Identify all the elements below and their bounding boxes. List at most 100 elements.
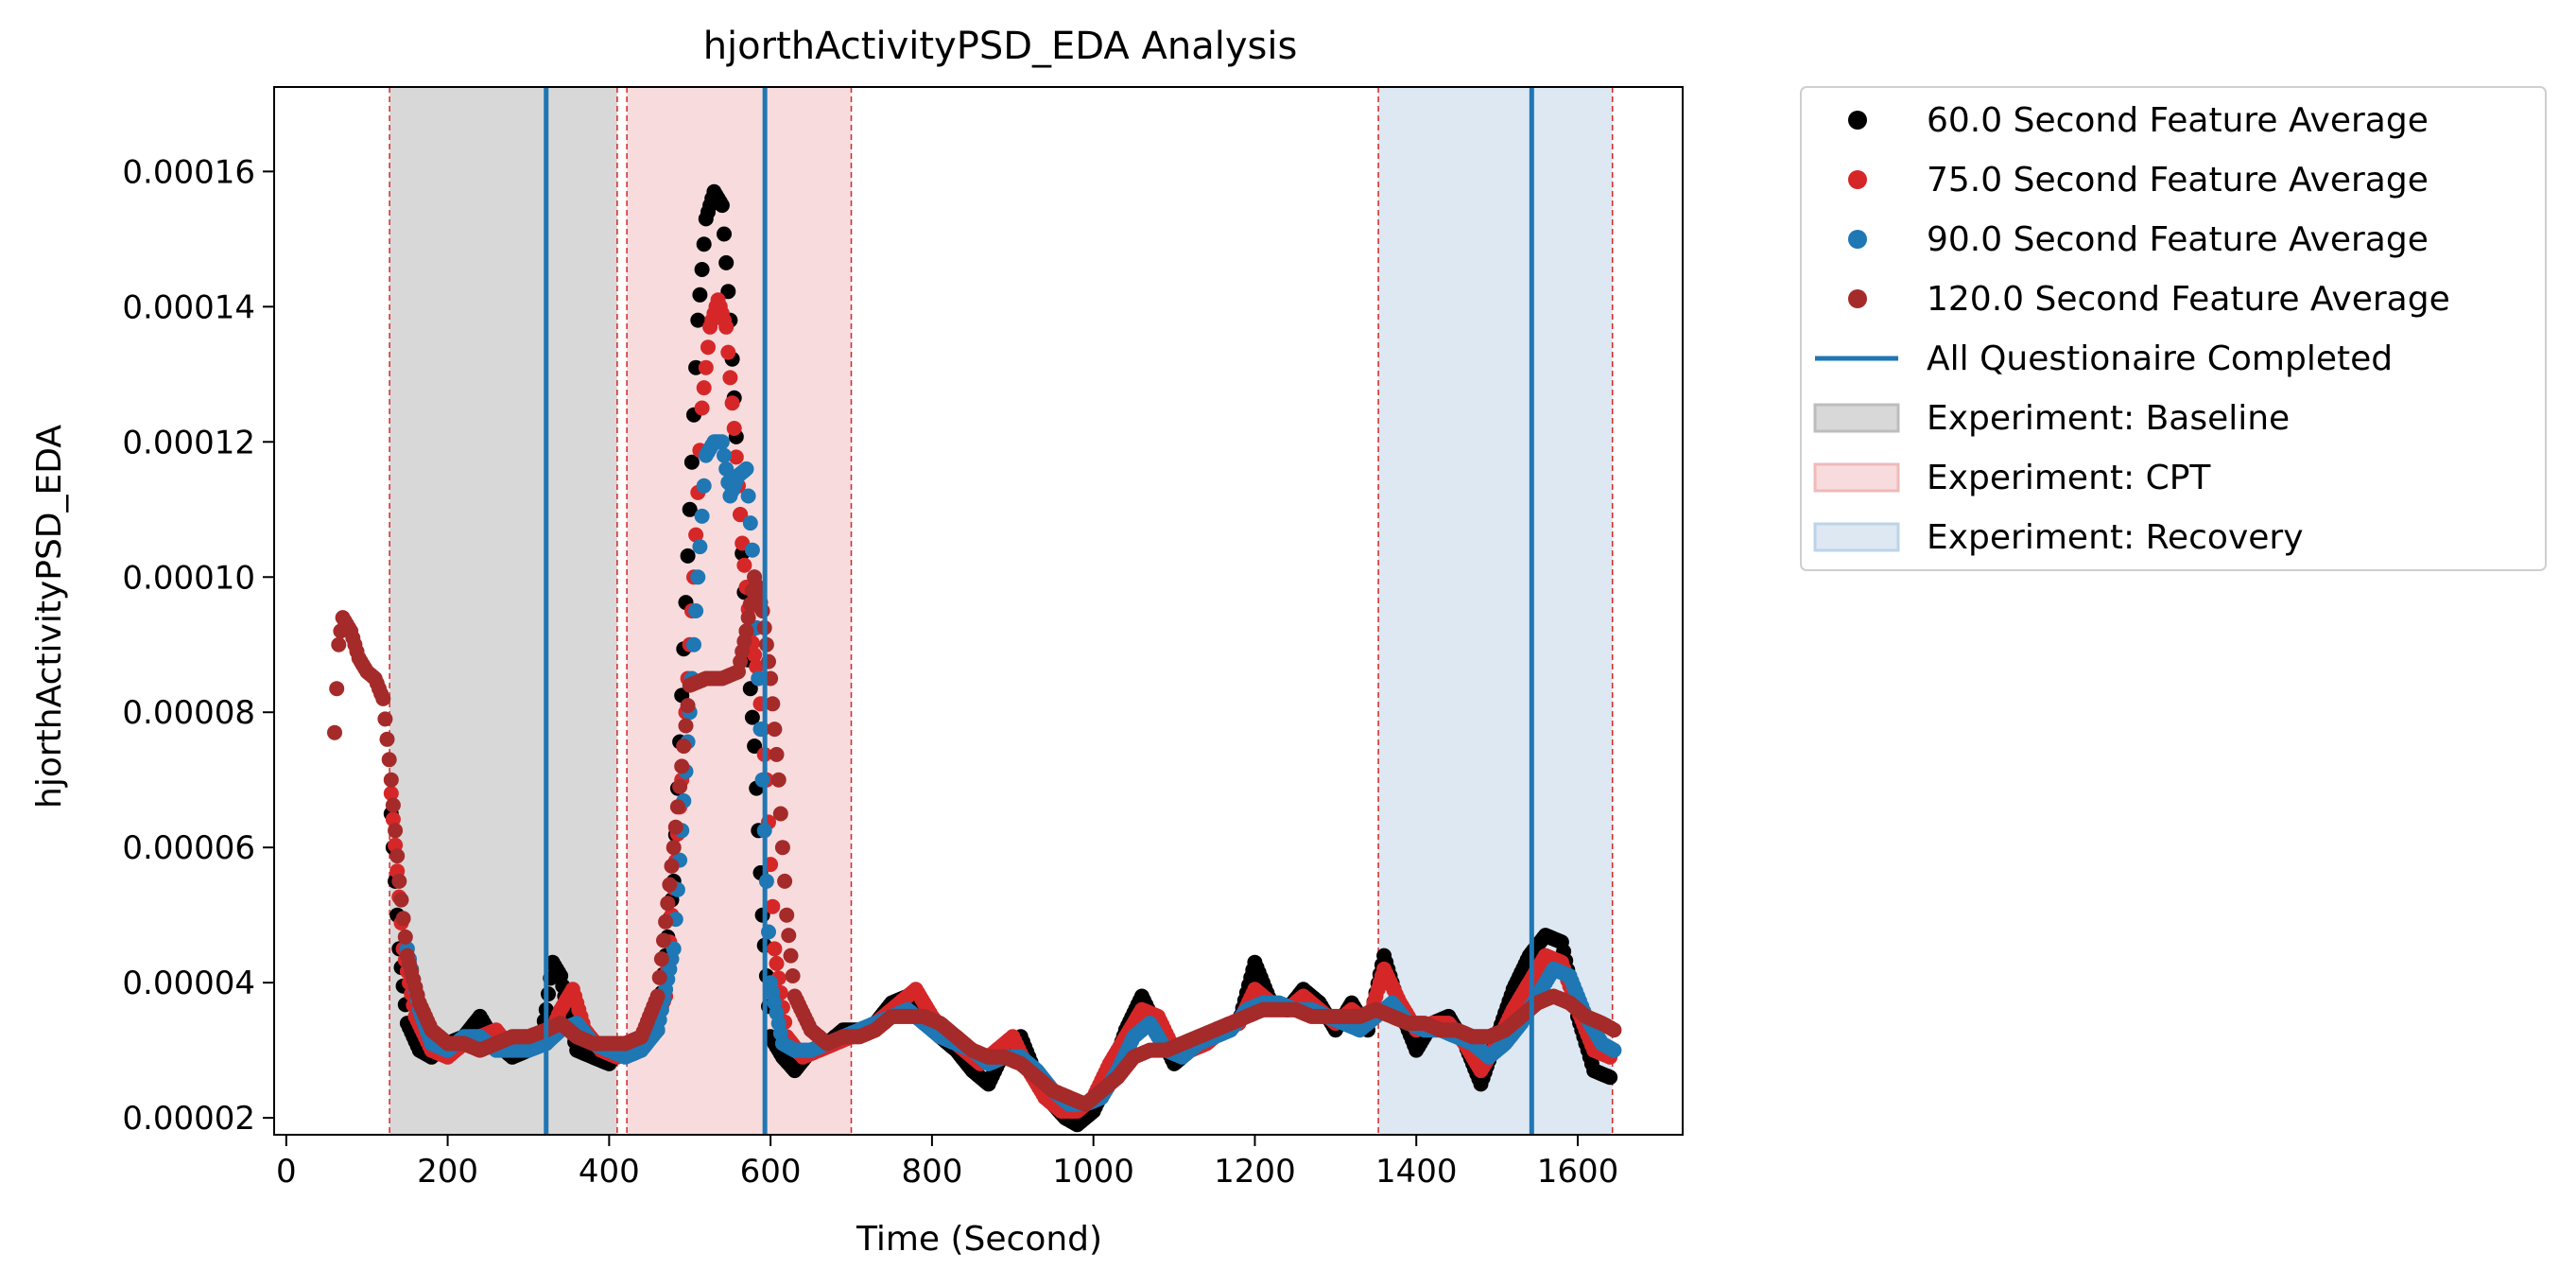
data-point — [329, 681, 345, 697]
data-point — [742, 515, 758, 531]
data-point — [783, 948, 799, 964]
data-point — [747, 647, 763, 663]
data-point — [656, 932, 671, 948]
legend-label: 75.0 Second Feature Average — [1927, 161, 2429, 200]
data-point — [666, 941, 682, 957]
data-point — [667, 819, 683, 835]
data-point — [653, 951, 669, 967]
data-point — [772, 806, 788, 822]
legend-patch — [1813, 522, 1900, 552]
data-point — [769, 746, 785, 762]
data-point — [658, 913, 674, 930]
data-point — [696, 380, 712, 396]
data-point — [331, 636, 347, 652]
legend-box — [1800, 86, 2547, 571]
data-point — [770, 772, 787, 788]
data-point — [779, 907, 795, 923]
data-point — [676, 739, 692, 754]
data-point — [733, 507, 749, 523]
data-point — [1606, 1022, 1622, 1038]
data-point — [678, 718, 694, 734]
legend-item-120-0-second-feature-average: 120.0 Second Feature Average — [1848, 280, 2450, 319]
legend-label: Experiment: Baseline — [1927, 399, 2290, 438]
data-point — [669, 799, 685, 815]
region-experiment-baseline — [389, 87, 617, 1135]
y-tick-label: 0.00012 — [122, 424, 255, 461]
data-point — [397, 929, 413, 945]
legend-item-all-questionaire-completed: All Questionaire Completed — [1815, 339, 2393, 378]
x-tick-label: 600 — [740, 1153, 802, 1191]
data-point — [1606, 1042, 1622, 1058]
x-tick-label: 0 — [276, 1153, 297, 1191]
data-point — [664, 858, 680, 874]
data-point — [649, 988, 666, 1004]
series-120-0-second-feature-average — [327, 569, 1622, 1112]
data-point — [389, 848, 406, 864]
data-point — [660, 896, 676, 912]
y-tick-label: 0.00016 — [122, 153, 255, 191]
data-point — [683, 454, 700, 470]
data-point — [662, 877, 678, 893]
chart-title: hjorthActivityPSD_EDA Analysis — [703, 25, 1298, 68]
data-point — [765, 696, 781, 712]
data-point — [385, 797, 401, 813]
y-axis-ticks: 0.00002 0.00004 0.00006 0.00008 0.00010 0.000… — [122, 153, 274, 1138]
data-point — [754, 603, 770, 618]
data-point — [767, 722, 783, 738]
data-point — [740, 610, 756, 626]
data-point — [720, 344, 736, 360]
data-point — [375, 690, 391, 706]
data-point — [383, 786, 399, 801]
data-point — [726, 421, 742, 436]
data-point — [692, 539, 708, 555]
data-point — [385, 811, 401, 827]
data-point — [688, 603, 704, 618]
data-point — [391, 873, 407, 889]
x-tick-label: 1200 — [1214, 1153, 1296, 1191]
data-point — [744, 542, 760, 558]
data-point — [690, 312, 706, 328]
data-point — [696, 478, 712, 494]
data-point — [736, 557, 752, 573]
data-point — [765, 898, 781, 914]
legend-item-90-0-second-feature-average: 90.0 Second Feature Average — [1848, 220, 2429, 259]
x-tick-label: 200 — [417, 1153, 478, 1191]
y-tick-label: 0.00014 — [122, 288, 255, 326]
x-tick-label: 1400 — [1375, 1153, 1458, 1191]
data-point — [682, 501, 698, 517]
data-point — [700, 339, 716, 356]
data-point — [698, 359, 714, 375]
region-experiment-recovery — [1378, 87, 1613, 1135]
y-tick-label: 0.00006 — [122, 829, 255, 867]
x-axis-ticks: 0 200 400 600 800 1000 1200 1400 1600 — [276, 1135, 1618, 1191]
data-point — [774, 840, 790, 856]
legend-marker — [1848, 230, 1867, 249]
data-point — [738, 623, 754, 639]
x-tick-label: 1600 — [1537, 1153, 1619, 1191]
data-point — [680, 698, 696, 714]
legend-marker — [1848, 111, 1867, 130]
y-tick-label: 0.00004 — [122, 965, 255, 1002]
y-tick-label: 0.00002 — [122, 1100, 255, 1138]
data-point — [744, 709, 760, 725]
data-point — [747, 739, 763, 754]
data-point — [383, 772, 399, 788]
data-point — [728, 449, 744, 465]
data-point — [379, 731, 395, 747]
data-point — [720, 284, 736, 300]
data-point — [672, 778, 688, 794]
legend-item-experiment-recovery: Experiment: Recovery — [1813, 518, 2304, 557]
data-point — [754, 772, 770, 788]
data-point — [738, 461, 754, 477]
data-point — [327, 724, 342, 740]
data-point — [388, 823, 404, 839]
data-point — [740, 488, 756, 504]
data-point — [714, 198, 730, 214]
plot-frame — [273, 86, 1684, 1136]
data-point — [767, 941, 783, 957]
data-point — [692, 287, 708, 303]
data-point — [751, 670, 767, 687]
data-point — [395, 911, 411, 927]
x-tick-label: 1000 — [1052, 1153, 1134, 1191]
